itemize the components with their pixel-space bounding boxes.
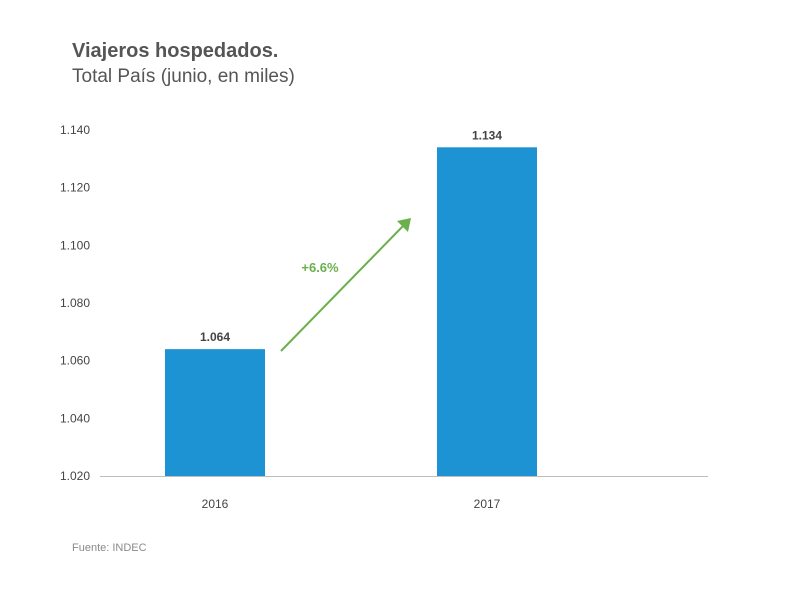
bars: 1.064 1.134 [165,128,537,477]
chart-subtitle: Total País (junio, en miles) [72,66,295,87]
bar-2016 [165,349,265,476]
growth-percent-label: +6.6% [301,260,339,275]
growth-annotation: +6.6% [280,218,411,352]
chart-title: Viajeros hospedados. [72,40,279,62]
y-tick-label: 1.100 [60,238,90,252]
data-label-2017: 1.134 [472,128,502,142]
growth-arrow-line [280,224,405,352]
y-tick-label: 1.080 [60,296,90,310]
y-tick-label: 1.060 [60,354,90,368]
bar-2017 [437,147,537,477]
x-tick-label-2016: 2016 [202,497,229,511]
source-note: Fuente: INDEC [72,542,147,554]
x-tick-label-2017: 2017 [474,497,501,511]
growth-arrow-head [397,218,411,232]
y-tick-label: 1.020 [60,469,90,483]
y-tick-label: 1.040 [60,411,90,425]
y-tick-label: 1.120 [60,181,90,195]
category-labels: 2016 2017 [202,497,501,511]
y-axis-ticks: 1.020 1.040 1.060 1.080 1.100 1.120 1.140 [60,123,90,483]
data-label-2016: 1.064 [200,330,230,344]
y-tick-label: 1.140 [60,123,90,137]
